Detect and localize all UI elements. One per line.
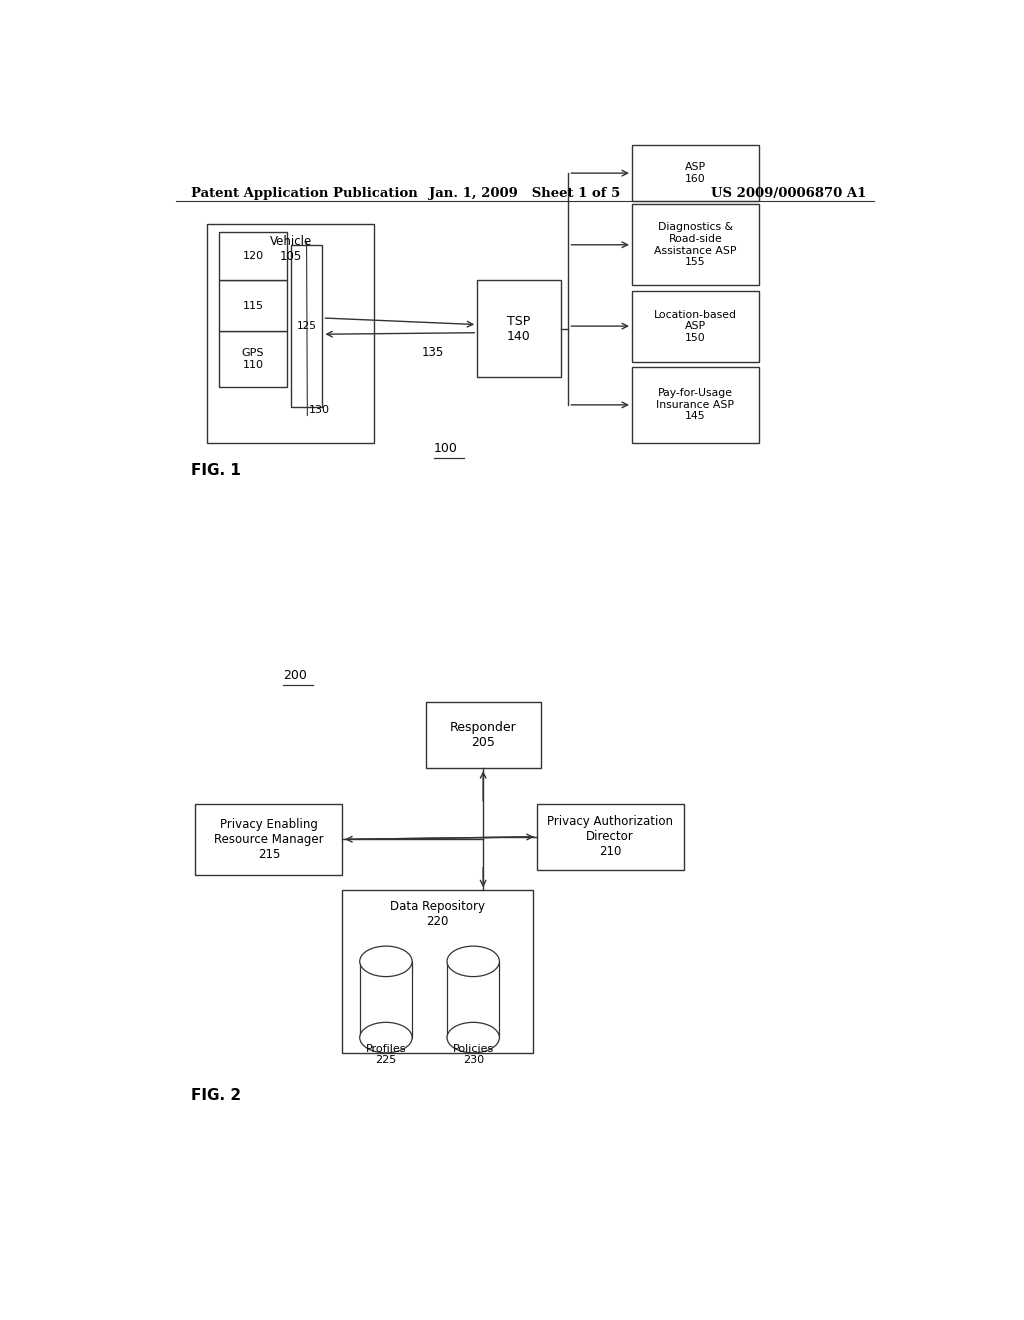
Ellipse shape (447, 1022, 500, 1053)
Text: 120: 120 (243, 251, 263, 261)
Bar (477, 280, 560, 378)
Text: 125: 125 (297, 321, 316, 331)
Text: Responder
205: Responder 205 (450, 721, 516, 750)
Text: Privacy Enabling
Resource Manager
215: Privacy Enabling Resource Manager 215 (214, 818, 324, 861)
Bar (291, 244, 323, 408)
Text: US 2009/0006870 A1: US 2009/0006870 A1 (711, 187, 866, 199)
Text: Patent Application Publication: Patent Application Publication (191, 187, 418, 199)
Ellipse shape (359, 1022, 412, 1053)
Bar (359, 961, 412, 1038)
Text: GPS
110: GPS 110 (242, 348, 264, 370)
Text: Location-based
ASP
150: Location-based ASP 150 (654, 309, 737, 343)
Text: 130: 130 (309, 404, 330, 414)
Bar (342, 890, 532, 1053)
Bar (632, 367, 759, 444)
Bar (219, 231, 287, 280)
Bar (632, 205, 759, 285)
Text: Diagnostics &
Road-side
Assistance ASP
155: Diagnostics & Road-side Assistance ASP 1… (654, 222, 736, 267)
Text: 135: 135 (422, 346, 443, 359)
Bar (196, 804, 342, 875)
Text: Policies
230: Policies 230 (453, 1044, 494, 1065)
Ellipse shape (359, 946, 412, 977)
Text: 200: 200 (283, 669, 306, 682)
Bar (219, 331, 287, 387)
Text: Privacy Authorization
Director
210: Privacy Authorization Director 210 (547, 816, 673, 858)
Bar (447, 961, 500, 1038)
Text: Pay-for-Usage
Insurance ASP
145: Pay-for-Usage Insurance ASP 145 (656, 388, 734, 421)
Text: Vehicle
105: Vehicle 105 (269, 235, 312, 263)
Bar (426, 702, 541, 768)
Text: 100: 100 (433, 442, 458, 455)
Text: Profiles
225: Profiles 225 (366, 1044, 407, 1065)
Bar (207, 224, 374, 444)
Text: 115: 115 (243, 301, 263, 310)
Text: Jan. 1, 2009   Sheet 1 of 5: Jan. 1, 2009 Sheet 1 of 5 (429, 187, 621, 199)
Text: FIG. 2: FIG. 2 (191, 1089, 242, 1104)
Text: TSP
140: TSP 140 (507, 314, 530, 343)
Ellipse shape (447, 946, 500, 977)
Text: Data Repository
220: Data Repository 220 (390, 900, 485, 928)
Text: ASP
160: ASP 160 (685, 162, 706, 183)
Bar (219, 280, 287, 331)
Bar (537, 804, 683, 870)
Bar (632, 145, 759, 201)
Text: FIG. 1: FIG. 1 (191, 463, 242, 478)
Bar (632, 290, 759, 362)
